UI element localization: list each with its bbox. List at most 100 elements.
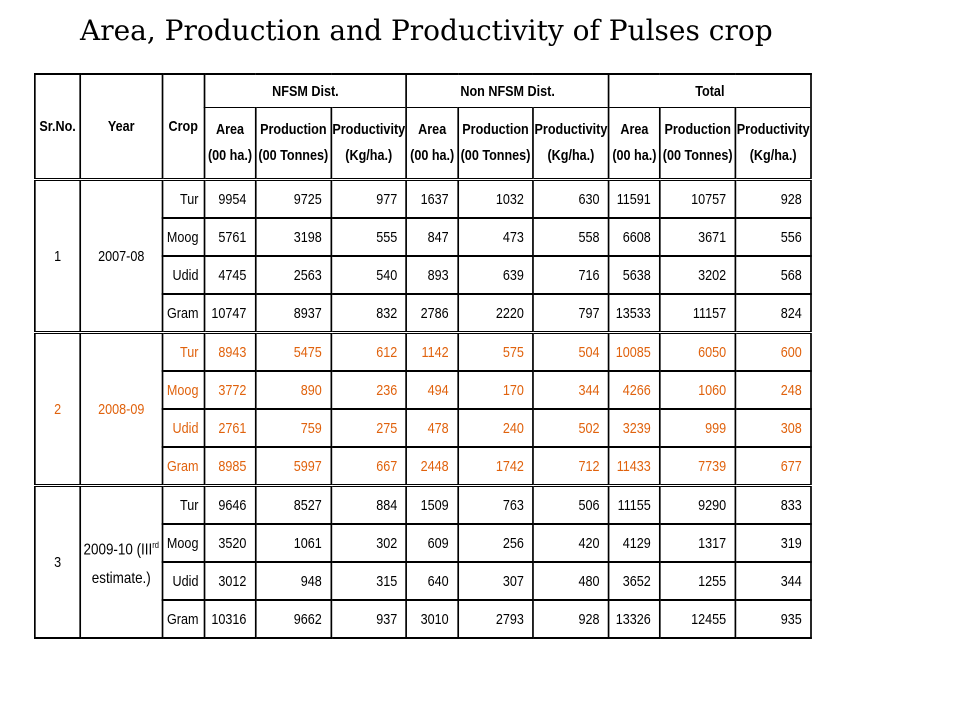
cell-value: 8985 — [203, 446, 257, 487]
subheader-non-nfsm-area: Area (00 ha.) — [405, 107, 459, 181]
cell-crop: Udid — [161, 255, 206, 295]
cell-value: 11591 — [607, 178, 661, 219]
cell-year: 2007-08 — [79, 178, 164, 334]
cell-value: 1255 — [659, 561, 737, 601]
cell-value: 3239 — [607, 408, 661, 448]
year-superscript: rd — [152, 540, 159, 551]
cell-value: 639 — [457, 255, 534, 295]
table-row: 3 2009-10 (IIIrd estimate.) Tur 9646 8527 884 1… — [33, 484, 812, 639]
cell-value: 275 — [330, 408, 408, 448]
pulses-table: Sr.No. Year Crop NFSM Dist. Non NFSM Dis… — [33, 73, 812, 639]
cell-value: 763 — [457, 484, 534, 525]
cell-value: 504 — [532, 331, 610, 372]
cell-value: 248 — [734, 370, 812, 410]
cell-value: 236 — [330, 370, 408, 410]
cell-value: 558 — [532, 217, 610, 257]
subheader-nfsm-area: Area (00 ha.) — [203, 107, 257, 181]
table-row: Moog 5761 3198 555 847 473 558 6608 3671 556 — [35, 217, 812, 257]
cell-value: 256 — [457, 523, 534, 563]
cell-value: 928 — [532, 599, 610, 639]
subheader-line-2: (Kg/ha.) — [547, 147, 595, 164]
cell-value: 10757 — [659, 178, 737, 219]
subheader-nfsm-production: Production (00 Tonnes) — [254, 107, 332, 181]
cell-value: 10747 — [203, 293, 257, 334]
subheader-line-2: (Kg/ha.) — [749, 147, 797, 164]
subheader-nfsm-productivity: Productivity (Kg/ha.) — [330, 107, 408, 181]
cell-value: 712 — [532, 446, 610, 487]
cell-value: 3202 — [659, 255, 737, 295]
cell-crop: Gram — [161, 599, 206, 639]
subheader-line-2: (00 ha.) — [410, 147, 455, 164]
cell-value: 832 — [330, 293, 408, 334]
cell-value: 11155 — [607, 484, 661, 525]
cell-value: 6050 — [659, 331, 737, 372]
cell-value: 5475 — [254, 331, 332, 372]
cell-value: 1742 — [457, 446, 534, 487]
cell-value: 5638 — [607, 255, 661, 295]
cell-value: 2220 — [457, 293, 534, 334]
subheader-non-nfsm-productivity: Productivity (Kg/ha.) — [532, 107, 610, 181]
cell-value: 170 — [457, 370, 534, 410]
cell-value: 1032 — [457, 178, 534, 219]
cell-value: 12455 — [659, 599, 737, 639]
cell-crop: Udid — [161, 561, 206, 601]
cell-crop: Udid — [161, 408, 206, 448]
cell-value: 11433 — [607, 446, 661, 487]
cell-value: 4266 — [607, 370, 661, 410]
cell-value: 315 — [330, 561, 408, 601]
cell-sr-no: 3 — [33, 484, 82, 639]
cell-value: 3198 — [254, 217, 332, 257]
cell-value: 977 — [330, 178, 408, 219]
table-row: Moog 3520 1061 302 609 256 420 4129 1317 319 — [35, 523, 812, 563]
cell-value: 893 — [405, 255, 459, 295]
subheader-line-1: Production — [664, 121, 731, 138]
cell-value: 502 — [532, 408, 610, 448]
table-row: Udid 2761 759 275 478 240 502 3239 999 308 — [35, 408, 812, 448]
cell-crop: Tur — [161, 331, 206, 372]
cell-year: 2008-09 — [79, 331, 164, 487]
cell-value: 10316 — [203, 599, 257, 639]
year-label: 2009-10 (III — [83, 541, 153, 559]
cell-value: 3772 — [203, 370, 257, 410]
cell-value: 937 — [330, 599, 408, 639]
cell-value: 2448 — [405, 446, 459, 487]
cell-value: 677 — [734, 446, 812, 487]
cell-value: 568 — [734, 255, 812, 295]
cell-value: 1142 — [405, 331, 459, 372]
cell-value: 1317 — [659, 523, 737, 563]
cell-value: 833 — [734, 484, 812, 525]
table-row: 2 2008-09 Tur 8943 5475 612 1142 575 504 10085 605… — [33, 331, 812, 487]
subheader-total-area: Area (00 ha.) — [607, 107, 661, 181]
cell-value: 3671 — [659, 217, 737, 257]
subheader-line-1: Production — [462, 121, 529, 138]
cell-value: 1060 — [659, 370, 737, 410]
cell-value: 759 — [254, 408, 332, 448]
cell-value: 3652 — [607, 561, 661, 601]
cell-value: 9662 — [254, 599, 332, 639]
cell-value: 1509 — [405, 484, 459, 525]
cell-sr-no: 1 — [33, 178, 82, 334]
subheader-non-nfsm-production: Production (00 Tonnes) — [457, 107, 534, 181]
cell-value: 3520 — [203, 523, 257, 563]
cell-value: 948 — [254, 561, 332, 601]
cell-value: 640 — [405, 561, 459, 601]
cell-value: 3012 — [203, 561, 257, 601]
header-crop: Crop — [161, 73, 206, 181]
cell-crop: Moog — [161, 370, 206, 410]
header-year: Year — [79, 73, 164, 181]
subheader-total-productivity: Productivity (Kg/ha.) — [734, 107, 812, 181]
cell-value: 480 — [532, 561, 610, 601]
cell-value: 9954 — [203, 178, 257, 219]
cell-value: 8937 — [254, 293, 332, 334]
cell-value: 8943 — [203, 331, 257, 372]
subheader-line-1: Productivity — [534, 121, 608, 138]
subheader-line-2: (00 ha.) — [207, 147, 253, 164]
cell-crop: Tur — [161, 484, 206, 525]
table-wrapper: Sr.No. Year Crop NFSM Dist. Non NFSM Dis… — [33, 73, 960, 639]
cell-value: 1061 — [254, 523, 332, 563]
subheader-line-1: Productivity — [332, 121, 406, 138]
table-row: Udid 4745 2563 540 893 639 716 5638 3202 568 — [35, 255, 812, 295]
subheader-line-1: Area — [215, 121, 245, 138]
cell-value: 797 — [532, 293, 610, 334]
cell-value: 4129 — [607, 523, 661, 563]
